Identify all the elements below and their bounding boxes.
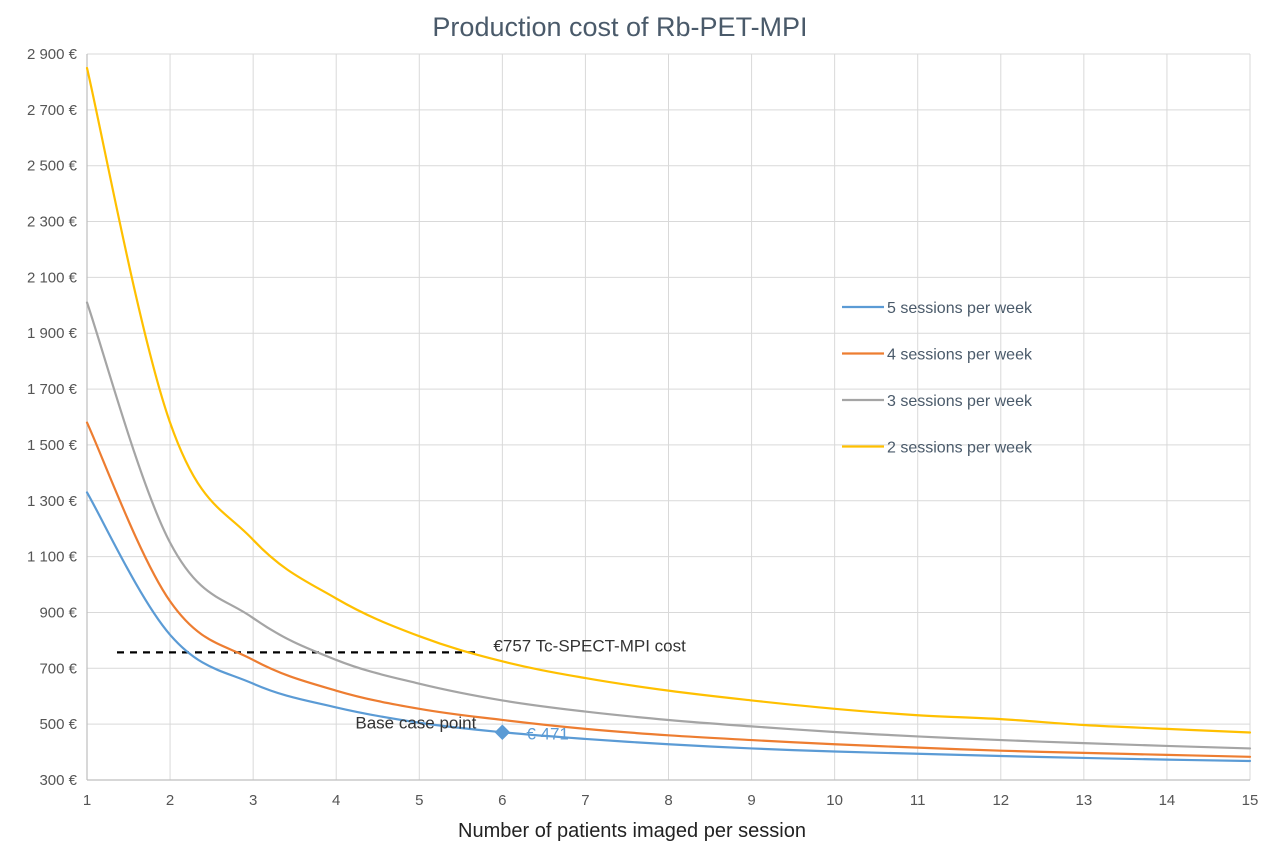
y-tick-label: 500 €	[39, 716, 77, 733]
chart-title: Production cost of Rb-PET-MPI	[432, 12, 807, 42]
base-case-marker	[494, 724, 511, 741]
y-tick-label: 900 €	[39, 604, 77, 621]
axes: 300 € 500 € 700 € 900 € 1 100 € 1 300 € 1 500 …	[27, 46, 1258, 809]
legend: 5 sessions per week 4 sessions per week 3 …	[842, 300, 1033, 457]
y-tick-label: 700 €	[39, 660, 77, 677]
x-tick-label: 9	[747, 792, 755, 809]
x-tick-label: 12	[992, 792, 1009, 809]
legend-label: 4 sessions per week	[887, 347, 1033, 364]
base-case-marker-group: Base case point € 471	[355, 713, 569, 743]
series-lines	[85, 66, 1252, 763]
y-tick-label: 1 900 €	[27, 325, 78, 342]
y-tick-label: 2 100 €	[27, 269, 78, 286]
legend-label: 5 sessions per week	[887, 300, 1033, 317]
series-line-2-sessions-per-week	[85, 66, 1252, 734]
y-tick-label: 1 300 €	[27, 493, 78, 510]
grid-lines	[86, 53, 1251, 781]
base-case-label: Base case point	[355, 713, 476, 732]
x-tick-label: 11	[910, 792, 926, 809]
x-tick-label: 4	[332, 792, 340, 809]
y-tick-label: 2 300 €	[27, 214, 78, 231]
x-tick-label: 7	[581, 792, 589, 809]
x-tick-label: 3	[249, 792, 257, 809]
base-case-value: € 471	[526, 724, 569, 743]
y-tick-label: 1 100 €	[27, 549, 78, 566]
x-tick-label: 1	[83, 792, 91, 809]
x-tick-label: 2	[166, 792, 174, 809]
x-tick-label: 10	[826, 792, 843, 809]
y-tick-label: 2 500 €	[27, 158, 78, 175]
x-tick-label: 13	[1076, 792, 1093, 809]
y-tick-label: 300 €	[39, 772, 77, 789]
series-line-3-sessions-per-week	[85, 301, 1252, 750]
x-tick-label: 15	[1242, 792, 1259, 809]
y-tick-label: 1 500 €	[27, 437, 78, 454]
reference-line-group: €757 Tc-SPECT-MPI cost	[117, 636, 686, 655]
legend-label: 3 sessions per week	[887, 393, 1033, 410]
y-tick-label: 1 700 €	[27, 381, 78, 398]
y-tick-label: 2 900 €	[27, 46, 78, 63]
series-line-4-sessions-per-week	[85, 421, 1252, 758]
x-tick-label: 14	[1159, 792, 1176, 809]
reference-line-label: €757 Tc-SPECT-MPI cost	[493, 636, 686, 655]
legend-label: 2 sessions per week	[887, 440, 1033, 457]
series-line-5-sessions-per-week	[85, 491, 1252, 763]
x-axis-title: Number of patients imaged per session	[458, 820, 806, 842]
x-tick-label: 5	[415, 792, 423, 809]
y-tick-label: 2 700 €	[27, 102, 78, 119]
x-tick-label: 6	[498, 792, 506, 809]
x-tick-label: 8	[664, 792, 672, 809]
